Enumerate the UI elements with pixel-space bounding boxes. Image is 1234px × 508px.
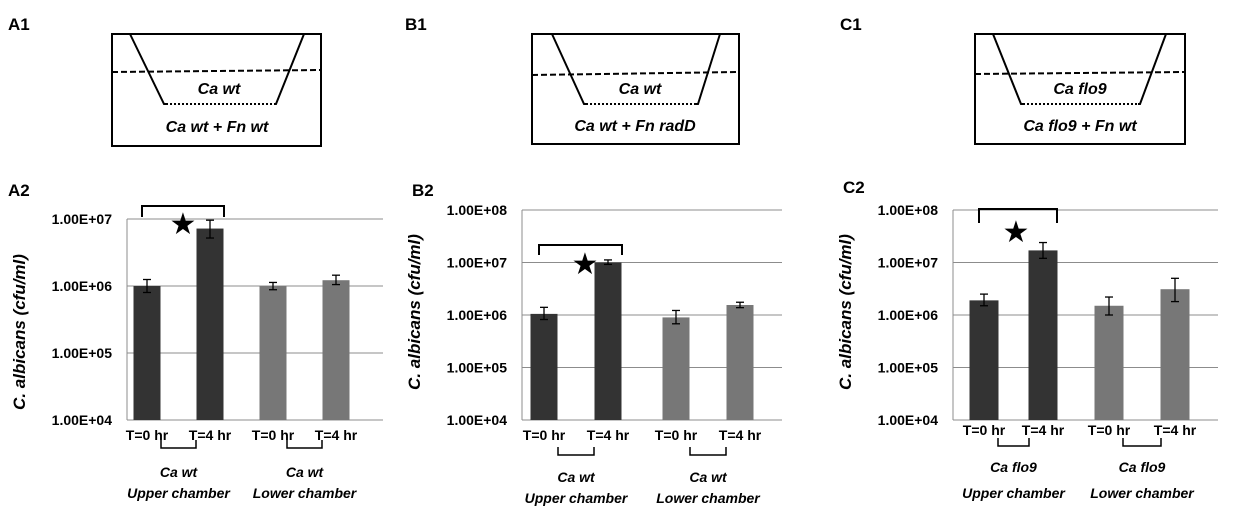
significance-bracket: [538, 244, 623, 255]
group-bracket: [557, 447, 595, 456]
medium-level-line: [531, 71, 740, 76]
x-category-label: T=4 hr: [189, 427, 232, 443]
group-label-chamber: Lower chamber: [253, 485, 358, 501]
panel-a: A1 Ca wt Ca wt + Fn wt A2 C. albicans (c…: [8, 15, 383, 501]
bar-chart-a2: 1.00E+04 1.00E+05 1.00E+06 1.00E+07 T=0 hr T=…: [52, 205, 383, 501]
chamber-outline: [111, 33, 322, 147]
bar: [969, 300, 999, 420]
group-label-strain: Ca wt: [286, 464, 325, 480]
bar-chart-c2: 1.00E+04 1.00E+05 1.00E+06 1.00E+07 1.00E+08…: [878, 202, 1218, 501]
bar: [662, 317, 690, 420]
group-label-strain: Ca flo9: [990, 459, 1037, 475]
bar-chart-b2: 1.00E+04 1.00E+05 1.00E+06 1.00E+07 1.00E+08…: [447, 202, 782, 506]
y-tick-label: 1.00E+05: [52, 345, 113, 361]
y-axis-label: C. albicans (cfu/ml): [405, 234, 424, 390]
insert-text: Ca flo9: [1053, 81, 1106, 98]
bar: [1028, 250, 1058, 420]
y-tick-label: 1.00E+04: [447, 412, 508, 428]
group-label-strain: Ca wt: [689, 469, 728, 485]
significance-star: ★: [572, 248, 599, 281]
group-label-chamber: Upper chamber: [525, 490, 629, 506]
bar: [133, 286, 161, 420]
insert-text: Ca wt: [198, 81, 241, 98]
group-bracket: [689, 447, 727, 456]
panel-label-c1: C1: [840, 15, 862, 34]
group-label-chamber: Upper chamber: [127, 485, 231, 501]
y-tick-label: 1.00E+08: [447, 202, 508, 218]
chamber-text: Ca wt + Fn wt: [166, 119, 269, 136]
group-bracket: [286, 440, 323, 449]
panel-label-a1: A1: [8, 15, 30, 34]
panel-c: C1 Ca flo9 Ca flo9 + Fn wt C2 C. albican…: [836, 15, 1218, 501]
y-tick-label: 1.00E+06: [52, 278, 113, 294]
panel-label-b2: B2: [412, 181, 434, 200]
medium-level-line: [974, 71, 1186, 75]
x-category-label: T=0 hr: [1088, 422, 1131, 438]
x-category-label: T=0 hr: [655, 427, 698, 443]
significance-star: ★: [1003, 216, 1030, 249]
x-category-label: T=0 hr: [963, 422, 1006, 438]
y-tick-label: 1.00E+05: [878, 360, 939, 376]
y-tick-label: 1.00E+04: [878, 412, 939, 428]
group-label-strain: Ca wt: [160, 464, 199, 480]
y-tick-label: 1.00E+06: [878, 307, 939, 323]
group-label-chamber: Upper chamber: [962, 485, 1066, 501]
panel-label-b1: B1: [405, 15, 427, 34]
transwell-diagram-b1: Ca wt Ca wt + Fn radD: [531, 33, 740, 145]
chamber-outline: [531, 33, 740, 145]
bar: [1094, 305, 1124, 420]
bar: [322, 280, 350, 420]
x-category-label: T=4 hr: [719, 427, 762, 443]
chamber-outline: [974, 33, 1186, 145]
y-tick-label: 1.00E+06: [447, 307, 508, 323]
group-label-strain: Ca flo9: [1119, 459, 1166, 475]
significance-bracket: [978, 208, 1058, 223]
y-axis-label: C. albicans (cfu/ml): [10, 254, 29, 410]
transwell-diagram-a1: Ca wt Ca wt + Fn wt: [111, 33, 322, 147]
bar: [1160, 289, 1190, 420]
bar: [530, 313, 558, 420]
y-tick-label: 1.00E+05: [447, 360, 508, 376]
group-bracket: [997, 438, 1030, 447]
medium-level-line: [111, 69, 322, 73]
y-axis-label: C. albicans (cfu/ml): [836, 234, 855, 390]
x-category-label: T=0 hr: [523, 427, 566, 443]
bar: [196, 228, 224, 420]
group-label-chamber: Lower chamber: [656, 490, 761, 506]
x-category-label: T=4 hr: [1154, 422, 1197, 438]
bar: [259, 286, 287, 420]
group-bracket: [160, 440, 197, 449]
significance-bracket: [141, 205, 225, 217]
bar: [726, 305, 754, 420]
x-category-label: T=4 hr: [1022, 422, 1065, 438]
group-label-chamber: Lower chamber: [1090, 485, 1195, 501]
panel-label-c2: C2: [843, 178, 865, 197]
x-category-label: T=4 hr: [587, 427, 630, 443]
panel-b: B1 Ca wt Ca wt + Fn radD B2 C. albicans …: [405, 15, 782, 506]
insert-text: Ca wt: [619, 81, 662, 98]
chamber-text: Ca wt + Fn radD: [574, 118, 696, 135]
y-tick-label: 1.00E+04: [52, 412, 113, 428]
group-label-strain: Ca wt: [557, 469, 596, 485]
y-tick-label: 1.00E+08: [878, 202, 939, 218]
x-category-label: T=0 hr: [126, 427, 169, 443]
y-tick-label: 1.00E+07: [447, 255, 508, 271]
group-bracket: [1122, 438, 1162, 447]
y-tick-label: 1.00E+07: [52, 211, 113, 227]
x-category-label: T=4 hr: [315, 427, 358, 443]
bar: [594, 262, 622, 420]
y-tick-label: 1.00E+07: [878, 255, 939, 271]
significance-star: ★: [170, 208, 197, 241]
transwell-diagram-c1: Ca flo9 Ca flo9 + Fn wt: [974, 33, 1186, 145]
panel-label-a2: A2: [8, 181, 30, 200]
chamber-text: Ca flo9 + Fn wt: [1023, 118, 1137, 135]
x-category-label: T=0 hr: [252, 427, 295, 443]
